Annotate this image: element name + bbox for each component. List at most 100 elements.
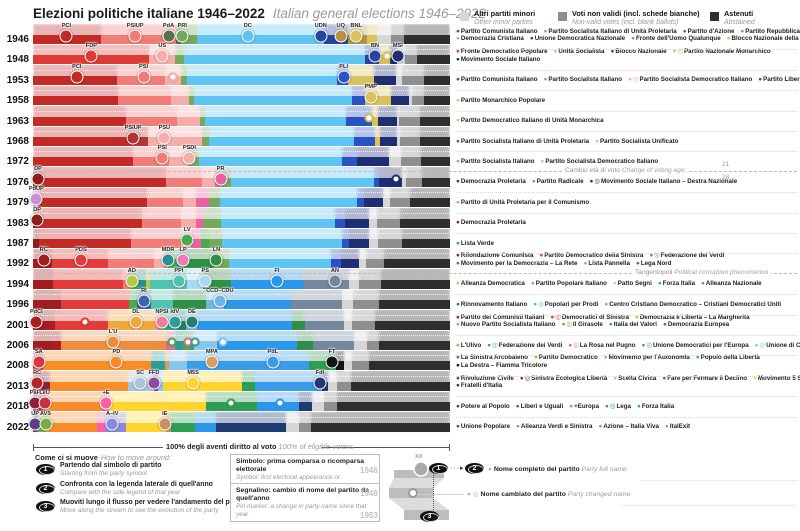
bar-segment-UDC bbox=[157, 381, 164, 391]
legend-item: ●Partito Socialista Democratico Italiano bbox=[540, 158, 658, 165]
gap-separator-legend bbox=[456, 314, 797, 316]
bar-segment-PS bbox=[187, 279, 204, 289]
stream-segment-BNL bbox=[367, 24, 378, 45]
bar-segment-DP bbox=[33, 239, 39, 248]
party-icon-PSIUP bbox=[128, 29, 142, 43]
pin-box: Segnalino: cambio di nome del partito da… bbox=[230, 483, 380, 522]
bar-segment-FI bbox=[194, 422, 217, 432]
bar-segment-PLI bbox=[374, 177, 380, 187]
pin-glyph: ◎ bbox=[759, 341, 766, 349]
bar-row-2008 bbox=[33, 361, 450, 371]
legend-item: ●Alleanza Democratica bbox=[456, 280, 525, 287]
party-icon-MDR bbox=[161, 253, 175, 267]
howto-heading: Come ci si muove How to move around: bbox=[35, 453, 172, 462]
bar-segment-MSI bbox=[374, 75, 396, 85]
party-icon-+E bbox=[99, 396, 113, 410]
legend-item: ●Lista Pannella bbox=[583, 260, 629, 267]
party-icon-PSI bbox=[137, 70, 150, 84]
year-label-1963: 1963 bbox=[6, 115, 29, 127]
legend-bullet: ● bbox=[636, 402, 641, 410]
bar-segment-AST bbox=[409, 198, 450, 208]
gap-separator-legend bbox=[456, 212, 797, 214]
pin-glyph: ◎ bbox=[492, 341, 498, 349]
year-label-1987: 1987 bbox=[6, 238, 29, 249]
stream-segment-NV bbox=[299, 411, 312, 432]
eye-icon-2: 2 bbox=[36, 482, 55, 494]
bar-segment-DC bbox=[196, 35, 324, 44]
party-icon-label: RC bbox=[39, 247, 48, 254]
bar-segment-MSI-DN bbox=[379, 177, 402, 187]
legend-label-en: Non-valid votes (incl. blank ballots) bbox=[572, 18, 679, 26]
bar-segment-PRI bbox=[209, 239, 223, 248]
grid-overlay bbox=[33, 24, 450, 436]
bar-segment-NV bbox=[376, 218, 400, 228]
bar-segment-PRI bbox=[208, 198, 220, 208]
bar-segment-ALTRI bbox=[328, 381, 337, 391]
pin-glyph: ◎ bbox=[654, 252, 660, 260]
party-name: Partito Repubblicano Italiano bbox=[745, 28, 800, 35]
party-name: La Sinistra Arcobaleno bbox=[460, 354, 529, 362]
party-icon-label: PMP bbox=[364, 84, 377, 91]
bar-segment-FT bbox=[336, 361, 345, 371]
bar-segment-PDS bbox=[60, 300, 130, 310]
party-icon-SA bbox=[32, 355, 46, 369]
stream-segment-PSDI bbox=[154, 248, 164, 269]
bar-segment-PCI bbox=[38, 177, 167, 187]
party-icon-FdI bbox=[313, 376, 327, 390]
legend-line: ●Movimento Sociale Italiano bbox=[456, 56, 800, 63]
legend-bullet: ● bbox=[456, 354, 460, 362]
party-icon-label: MDR bbox=[161, 247, 175, 254]
party-icon-NPSI bbox=[155, 315, 169, 329]
stream-segment-+E bbox=[97, 411, 105, 432]
bar-segment-ALTRI bbox=[348, 279, 360, 289]
bar-segment-NV bbox=[400, 157, 422, 167]
party-icon-PR bbox=[214, 172, 228, 186]
pin-glyph: ◎ bbox=[555, 313, 561, 321]
legend-item: ●Fronte dell'Uomo Qualunque bbox=[631, 35, 721, 42]
party-icon-label: PSIUP bbox=[126, 23, 144, 29]
legend-item: ●+Europa bbox=[569, 403, 599, 410]
legend-item: ●◎Democratici di Sinistra bbox=[550, 314, 629, 321]
stream-segment-PLI bbox=[334, 207, 345, 228]
bar-segment-AST bbox=[424, 75, 450, 85]
bar-segment-PR bbox=[196, 198, 209, 208]
party-icon-RC bbox=[37, 253, 51, 267]
legend-line: ●Fratelli d'Italia bbox=[456, 382, 800, 389]
mini-connector bbox=[433, 475, 434, 510]
party-icon-label: PSDI bbox=[182, 145, 196, 152]
bar-segment-LN bbox=[203, 279, 232, 289]
bar-segment-NV bbox=[399, 116, 421, 126]
tangentopoli-line bbox=[33, 273, 797, 274]
bar-segment-DC bbox=[193, 96, 352, 106]
party-icon-PD bbox=[109, 355, 123, 369]
legend-block-1963: ●Partito Democratico Italiano di Unità M… bbox=[456, 117, 800, 124]
pin-marker-ring bbox=[218, 337, 228, 347]
pin-glyph: ◎ bbox=[573, 341, 579, 349]
bar-segment-AN bbox=[302, 279, 349, 289]
mini-eye-3: 3 bbox=[420, 511, 439, 522]
party-name: Fratelli d'Italia bbox=[460, 382, 503, 390]
legend-item: ●Partito Comunista Italiano bbox=[456, 28, 538, 35]
stream-segment-ALTRI bbox=[344, 350, 353, 371]
eye-icon-1: 1 bbox=[36, 464, 55, 475]
legend-item: ●Partito Democratico della Sinistra bbox=[539, 252, 643, 259]
legend-bullet: ● bbox=[456, 55, 460, 63]
bar-segment-PSI bbox=[141, 218, 182, 228]
gap-separator bbox=[33, 253, 450, 255]
bar-segment-PCI bbox=[33, 116, 127, 126]
bar-segment-PdL bbox=[254, 381, 322, 391]
party-name: Unione Democratica Nazionale bbox=[534, 35, 626, 43]
legend-line: ●Democrazia Proletaria bbox=[456, 219, 800, 226]
party-icon-PSDI bbox=[182, 151, 196, 165]
party-name: Lega Nord bbox=[640, 259, 672, 267]
legend-item: ●Democrazia Proletaria bbox=[456, 178, 526, 185]
legend-bullet: ● bbox=[539, 252, 544, 260]
mini-eye-2: 2 bbox=[465, 463, 484, 474]
party-name: Movimento per la Democrazia – La Rete bbox=[460, 259, 578, 267]
pin-marker-ring bbox=[167, 337, 177, 347]
bar-segment-ALTRI bbox=[354, 341, 367, 350]
party-name: Alleanza Nazionale bbox=[705, 280, 762, 288]
legend-item: ●Centro Cristiano Democratico – Cristian… bbox=[604, 301, 781, 308]
legend-item: ●◎Popolari per Prodi bbox=[533, 301, 598, 308]
legend-bullet: ● bbox=[456, 313, 460, 321]
